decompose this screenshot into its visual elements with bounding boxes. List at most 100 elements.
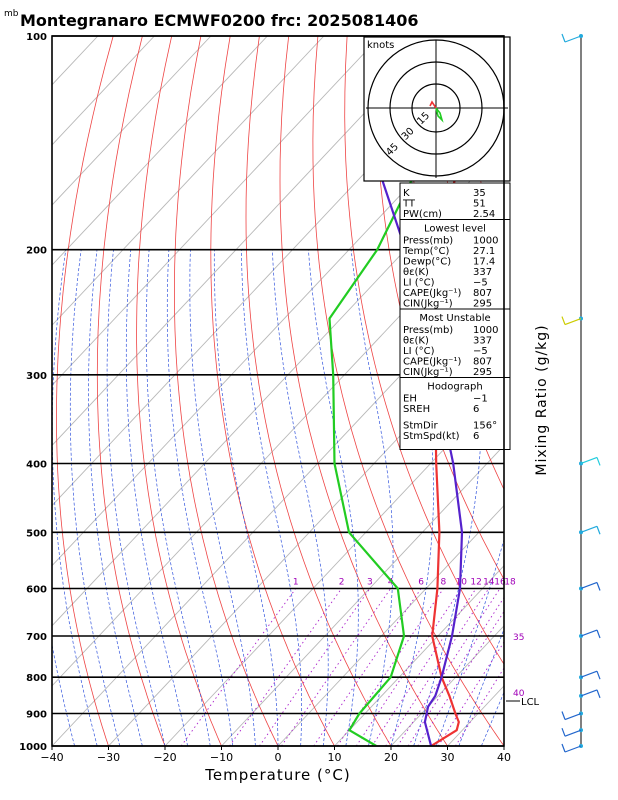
index-section-header: Most Unstable — [419, 313, 490, 324]
index-value: −5 — [473, 346, 488, 357]
isotherm — [52, 264, 504, 746]
wind-barb — [564, 712, 582, 721]
index-value: 337 — [473, 336, 492, 347]
index-value: 1000 — [473, 325, 498, 336]
index-section-header: Hodograph — [427, 382, 482, 393]
wind-barb-flag — [561, 711, 566, 720]
index-label: PW(cm) — [403, 209, 442, 220]
mixing-ratio-axis-label: Mixing Ratio (g/kg) — [534, 324, 550, 475]
pressure-tick-label: 700 — [26, 632, 47, 643]
wind-barb — [564, 745, 582, 753]
dry-adiabat — [279, 36, 448, 746]
wind-barb-flag — [596, 582, 601, 591]
temperature-tick-label: 10 — [328, 751, 342, 764]
temperature-tick-label: −20 — [153, 751, 176, 764]
index-value: 35 — [473, 188, 486, 199]
index-value: 27.1 — [473, 246, 495, 257]
wind-barb-flag — [561, 33, 566, 43]
index-value: 156° — [473, 421, 497, 432]
dry-adiabat — [210, 36, 335, 746]
index-value: 295 — [473, 299, 492, 310]
dry-adiabat — [245, 36, 392, 746]
pressure-tick-label: 100 — [26, 32, 47, 43]
pressure-tick-label: 200 — [26, 246, 47, 257]
dry-adiabat — [312, 36, 504, 746]
moist-adiabat — [503, 745, 504, 746]
wind-barb-flag — [561, 743, 566, 753]
wind-barb-flag — [561, 727, 566, 737]
indices-frame — [399, 182, 511, 450]
moist-adiabat — [458, 628, 504, 746]
wind-barbs — [561, 33, 601, 753]
wind-barb-flag — [596, 670, 601, 680]
index-label: CIN(Jkg⁻¹) — [403, 367, 453, 378]
moist-adiabat — [527, 250, 618, 746]
index-label: Press(mb) — [403, 236, 453, 247]
wind-barb-flag — [596, 526, 601, 535]
wind-barb-flag — [596, 629, 601, 639]
mixing-ratio-label: 16 — [494, 578, 506, 588]
wind-barb — [564, 35, 582, 43]
mixing-ratio-label: 3 — [367, 578, 373, 588]
index-value: 51 — [473, 199, 486, 210]
moist-adiabat — [52, 744, 53, 746]
index-label: Press(mb) — [403, 325, 453, 336]
dry-adiabat — [552, 36, 618, 746]
temperature-tick-label: −30 — [97, 751, 120, 764]
temperature-tick-label: 40 — [497, 751, 511, 764]
moist-adiabat — [308, 249, 359, 746]
index-label: StmDir — [403, 421, 438, 432]
index-section-header: Lowest level — [424, 224, 486, 235]
index-value: 295 — [473, 367, 492, 378]
isotherm — [221, 444, 504, 746]
dry-adiabat — [344, 36, 504, 665]
theta-e-label: 35 — [513, 633, 524, 643]
isotherm — [52, 36, 381, 387]
index-value: 6 — [473, 431, 479, 442]
index-value: 6 — [473, 404, 479, 415]
wind-barb — [580, 456, 598, 465]
mixing-ratio-label: 4 — [388, 578, 394, 588]
index-label: LI (°C) — [403, 346, 435, 357]
dry-adiabat — [610, 36, 618, 746]
wind-barb-flag — [596, 457, 601, 466]
index-label: θε(K) — [403, 267, 429, 278]
index-label: Temp(°C) — [402, 246, 450, 257]
wind-barb — [580, 670, 598, 678]
dry-adiabat — [173, 36, 279, 746]
temperature-tick-labels: −40 −30 −20 −10 0 10 20 30 40 — [40, 746, 511, 764]
dry-adiabat — [56, 36, 114, 746]
index-label: CAPE(Jkg⁻¹) — [403, 357, 461, 368]
isotherm — [390, 625, 504, 746]
index-label: K — [403, 188, 410, 199]
mixing-ratio-label: 2 — [339, 578, 345, 588]
pressure-tick-label: 300 — [26, 371, 47, 382]
moist-adiabat — [481, 691, 504, 746]
wind-barb — [564, 317, 582, 326]
index-label: SREH — [403, 404, 430, 415]
moist-adiabat — [241, 249, 302, 746]
isotherm — [52, 36, 212, 206]
temperature-tick-label: −40 — [40, 751, 63, 764]
wind-barb-flag — [596, 689, 601, 699]
isotherm — [334, 565, 504, 746]
index-value: 1000 — [473, 236, 498, 247]
isotherm — [52, 204, 504, 687]
index-label: θε(K) — [403, 336, 429, 347]
index-label: Dewp(°C) — [403, 257, 451, 268]
mixing-ratio-label: 1 — [293, 578, 299, 588]
wind-barb — [564, 729, 582, 737]
index-value: 807 — [473, 357, 492, 368]
dry-adiabat — [136, 36, 222, 746]
pressure-tick-label: 1000 — [19, 742, 47, 753]
temperature-tick-label: 0 — [275, 751, 282, 764]
mixing-ratio-label: 8 — [441, 578, 447, 588]
wind-barb — [580, 581, 598, 590]
pressure-tick-label: 600 — [26, 585, 47, 596]
dry-adiabat — [96, 36, 166, 746]
dewpoint-line — [328, 36, 484, 746]
mixing-ratio-label: 18 — [504, 578, 516, 588]
